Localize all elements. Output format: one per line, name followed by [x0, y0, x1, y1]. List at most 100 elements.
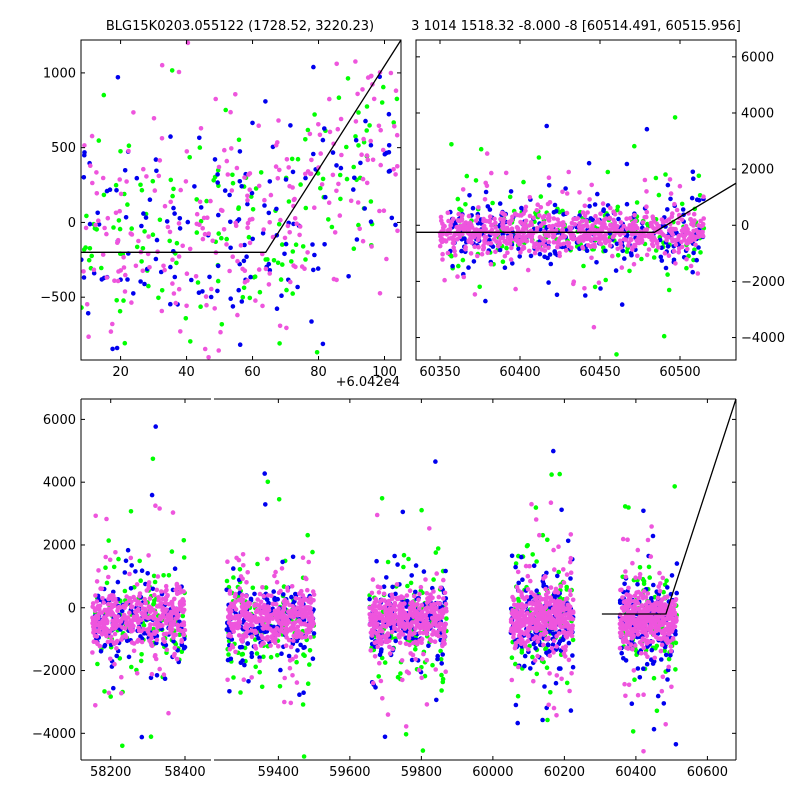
data-point-magenta: [94, 170, 99, 175]
data-point-blue: [568, 576, 573, 581]
data-point-magenta: [425, 605, 430, 610]
data-point-blue: [421, 569, 427, 574]
data-point-magenta: [360, 87, 365, 92]
data-point-magenta: [244, 580, 249, 585]
data-point-magenta: [212, 306, 217, 311]
data-point-green: [197, 145, 203, 150]
x-tick-label: 60500: [659, 365, 700, 380]
data-point-blue: [260, 231, 266, 236]
data-point-magenta: [278, 217, 283, 223]
data-point-magenta: [580, 225, 586, 230]
data-point-magenta: [230, 254, 235, 259]
data-point-blue: [154, 237, 160, 243]
data-point-blue: [237, 645, 243, 650]
data-point-magenta: [130, 628, 136, 633]
data-point-magenta: [378, 162, 384, 168]
data-point-magenta: [497, 241, 503, 247]
data-point-magenta: [227, 591, 233, 596]
data-point-green: [215, 278, 221, 284]
data-point-green: [95, 661, 100, 667]
data-point-magenta: [178, 607, 183, 612]
data-point-magenta: [242, 280, 248, 285]
data-point-magenta: [241, 677, 247, 682]
data-point-green: [570, 637, 576, 643]
data-point-magenta: [283, 620, 288, 626]
data-point-magenta: [113, 596, 118, 602]
data-point-magenta: [167, 229, 173, 235]
data-point-magenta: [475, 214, 481, 219]
data-point-magenta: [466, 213, 472, 219]
data-point-blue: [616, 216, 621, 222]
data-point-blue: [301, 645, 306, 650]
data-point-magenta: [632, 212, 637, 218]
data-point-green: [530, 654, 535, 660]
data-point-magenta: [535, 653, 540, 659]
data-point-magenta: [424, 591, 430, 596]
data-point-magenta: [476, 244, 481, 250]
data-point-magenta: [153, 656, 159, 662]
data-point-magenta: [245, 220, 251, 226]
data-point-magenta: [524, 238, 530, 244]
data-point-blue: [231, 566, 236, 571]
data-point-magenta: [245, 193, 250, 199]
data-point-magenta: [570, 616, 576, 622]
data-point-magenta: [562, 612, 568, 617]
data-point-magenta: [537, 213, 542, 218]
data-point-magenta: [292, 620, 298, 625]
data-point-magenta: [86, 334, 91, 340]
data-point-magenta: [172, 596, 177, 602]
data-point-green: [524, 543, 530, 549]
data-point-magenta: [90, 617, 96, 623]
data-point-magenta: [508, 257, 514, 262]
data-point-magenta: [131, 648, 137, 654]
data-point-magenta: [675, 220, 681, 226]
data-point-blue: [147, 197, 153, 202]
data-point-blue: [497, 247, 503, 253]
data-point-blue: [592, 202, 598, 207]
data-point-magenta: [525, 647, 531, 652]
data-point-magenta: [176, 221, 182, 226]
data-point-green: [293, 242, 299, 247]
data-point-magenta: [552, 233, 557, 239]
data-point-blue: [82, 150, 87, 155]
data-point-magenta: [554, 644, 559, 649]
data-point-blue: [665, 244, 671, 249]
data-point-green: [344, 144, 349, 150]
data-point-green: [344, 176, 350, 182]
data-point-magenta: [88, 163, 93, 168]
data-point-magenta: [147, 626, 152, 631]
data-point-magenta: [106, 574, 111, 580]
data-point-magenta: [234, 555, 239, 561]
data-point-magenta: [123, 272, 128, 278]
scatter-points: [81, 40, 400, 360]
data-point-blue: [641, 508, 646, 514]
data-point-magenta: [530, 611, 535, 617]
data-point-green: [403, 732, 409, 737]
data-point-magenta: [247, 240, 253, 246]
data-point-green: [211, 178, 216, 183]
data-point-blue: [528, 253, 534, 259]
data-point-magenta: [131, 641, 137, 646]
data-point-magenta: [175, 615, 180, 621]
data-point-green: [240, 651, 246, 657]
data-point-magenta: [623, 237, 629, 243]
data-point-blue: [181, 646, 187, 651]
data-point-blue: [168, 134, 173, 139]
data-point-blue: [601, 207, 606, 212]
data-point-magenta: [439, 609, 445, 615]
data-point-blue: [386, 111, 392, 117]
data-point-blue: [143, 215, 149, 220]
data-point-green: [614, 207, 620, 213]
data-point-magenta: [509, 226, 515, 231]
data-point-magenta: [128, 555, 134, 561]
data-point-magenta: [166, 710, 171, 716]
data-point-magenta: [151, 607, 156, 613]
data-point-magenta: [518, 250, 523, 255]
data-point-blue: [546, 183, 552, 188]
data-point-green: [81, 305, 84, 310]
data-point-magenta: [560, 223, 565, 229]
data-point-magenta: [529, 222, 535, 227]
data-point-magenta: [240, 597, 246, 602]
x-tick-label: 60400: [499, 365, 540, 380]
data-point-green: [253, 664, 258, 670]
